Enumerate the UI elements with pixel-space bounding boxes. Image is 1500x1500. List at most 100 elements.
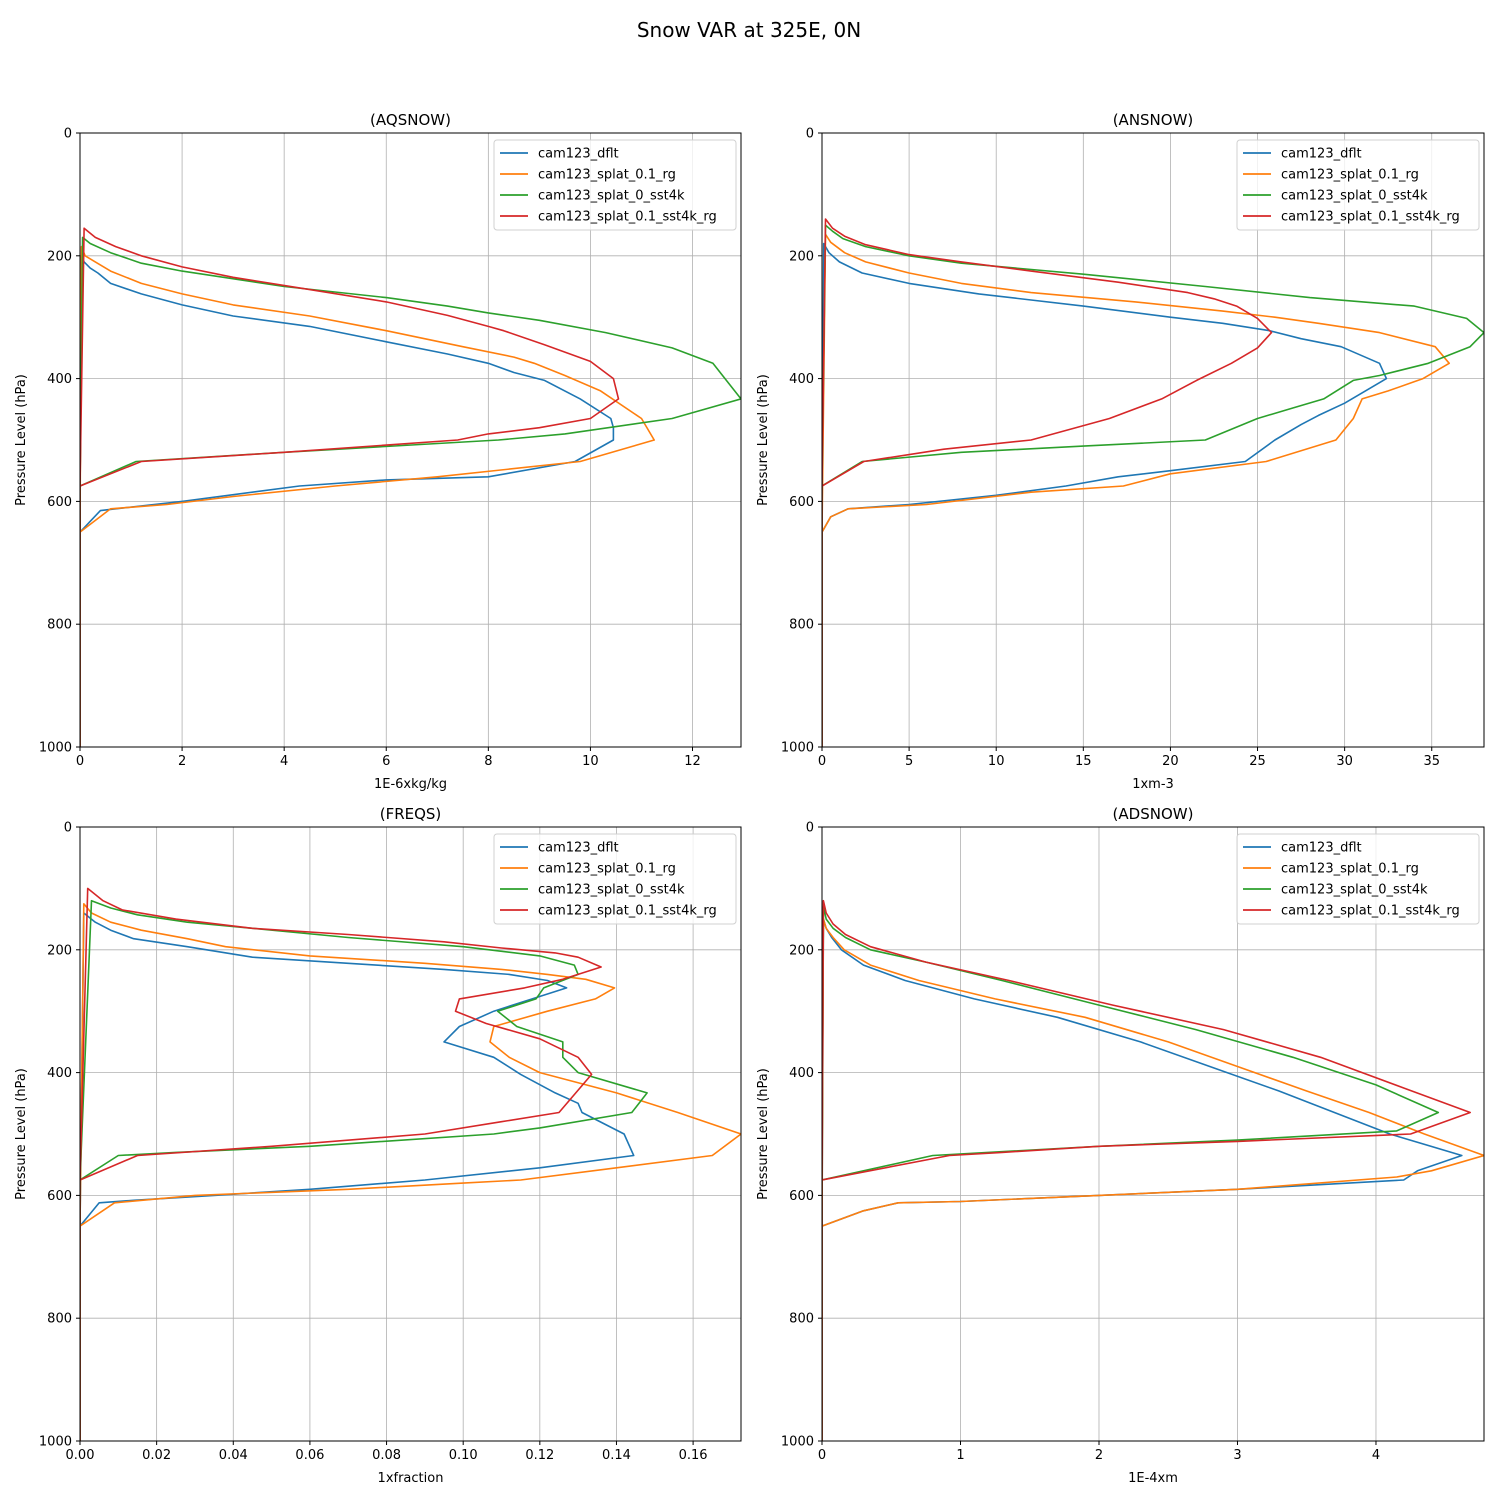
y-tick-label: 800 (47, 618, 72, 633)
x-tick-label: 0.08 (372, 1448, 401, 1463)
x-tick-label: 20 (1162, 754, 1179, 769)
y-tick-label: 800 (47, 1312, 72, 1327)
x-tick-label: 2 (178, 754, 186, 769)
x-tick-label: 30 (1336, 754, 1353, 769)
panel-2: 0.00 0.02 0.04 0.06 0.08 0.10 0.12 0.14 0.16 0 200… (14, 805, 742, 1486)
x-tick-label: 0.06 (295, 1448, 324, 1463)
y-tick-label: 600 (789, 495, 814, 510)
panel-1: 0 5 10 15 20 25 30 35 0 200 400 600 800 1000 (ANSNOW) 1… (756, 111, 1485, 792)
y-tick-label: 400 (47, 1066, 72, 1081)
legend-entry: cam123_dflt (538, 841, 619, 856)
series-line-cam123_splat_0_sst4k (80, 236, 741, 747)
x-tick-label: 3 (1233, 1448, 1241, 1463)
x-tick-label: 15 (1075, 754, 1092, 769)
legend: cam123_dflt cam123_splat_0.1_rg cam123_spl… (1236, 833, 1480, 925)
legend-box (1236, 833, 1480, 925)
y-axis-label: Pressure Level (hPa) (756, 374, 771, 506)
x-tick-label: 0.02 (142, 1448, 171, 1463)
legend-entry: cam123_splat_0.1_sst4k_rg (538, 210, 717, 225)
y-tick-label: 0 (64, 821, 72, 836)
x-tick-label: 4 (1372, 1448, 1380, 1463)
legend-entry: cam123_splat_0.1_sst4k_rg (538, 904, 717, 919)
y-tick-label: 800 (789, 618, 814, 633)
x-tick-label: 0.00 (66, 1448, 95, 1463)
x-tick-label: 1 (956, 1448, 964, 1463)
y-tick-label: 800 (789, 1312, 814, 1327)
x-axis-label: 1E-4xm (1128, 1471, 1178, 1486)
legend-box (493, 139, 737, 231)
series-line-cam123_dflt (822, 242, 1388, 747)
panel-3: 0 1 2 3 4 0 200 400 600 800 1000 (ADSNOW) 1E-4xm Pres… (756, 805, 1485, 1486)
panels: 0 2 4 6 8 10 1202004006008001000(AQSNOW)1E-6xk… (14, 111, 1485, 1486)
legend-entry: cam123_splat_0_sst4k (1281, 189, 1428, 204)
y-tick-label: 1000 (39, 1435, 72, 1450)
x-tick-label: 25 (1249, 754, 1266, 769)
legend-box (1236, 139, 1480, 231)
legend-entry: cam123_splat_0_sst4k (538, 883, 685, 898)
series-group (822, 899, 1484, 1441)
y-axis-label: Pressure Level (hPa) (14, 1068, 29, 1200)
x-axis-label: 1xm-3 (1132, 777, 1174, 792)
series-line-cam123_splat_0.1_rg (822, 233, 1450, 747)
x-tick-label: 35 (1423, 754, 1440, 769)
legend: cam123_dflt cam123_splat_0.1_rg cam123_spl… (493, 833, 737, 925)
panel-title: (AQSNOW) (370, 111, 451, 129)
y-tick-label: 200 (789, 249, 814, 264)
series-line-cam123_dflt (80, 255, 615, 747)
figure-title: Snow VAR at 325E, 0N (637, 18, 861, 42)
y-tick-label: 0 (806, 821, 814, 836)
x-tick-label: 2 (1095, 1448, 1103, 1463)
legend-entry: cam123_dflt (1281, 841, 1362, 856)
series-line-cam123_splat_0.1_sst4k_rg (80, 227, 620, 747)
y-axis-label: Pressure Level (hPa) (14, 374, 29, 506)
x-tick-label: 12 (684, 754, 701, 769)
series-line-cam123_splat_0.1_sst4k_rg (822, 218, 1273, 747)
legend: cam123_dflt cam123_splat_0.1_rg cam123_spl… (493, 139, 737, 231)
x-tick-label: 10 (582, 754, 599, 769)
series-line-cam123_splat_0_sst4k (80, 899, 648, 1441)
axes-frame (79, 132, 742, 748)
panel-0: 0 2 4 6 8 10 12 0 200 400 600 800 1000 (AQSNOW) 1E-6xk… (14, 111, 742, 792)
legend-entry: cam123_splat_0.1_rg (1281, 168, 1419, 183)
legend-entry: cam123_dflt (1281, 147, 1362, 162)
legend-entry: cam123_splat_0_sst4k (1281, 883, 1428, 898)
y-tick-label: 400 (789, 1066, 814, 1081)
legend-entry: cam123_splat_0.1_rg (538, 862, 676, 877)
x-tick-label: 0 (818, 1448, 826, 1463)
y-tick-label: 600 (789, 1189, 814, 1204)
series-group (80, 887, 741, 1441)
legend-entry: cam123_splat_0.1_sst4k_rg (1281, 904, 1460, 919)
series-line-cam123_splat_0.1_rg (80, 245, 656, 747)
legend-box (493, 833, 737, 925)
series-line-cam123_splat_0.1_sst4k_rg (80, 887, 602, 1441)
y-tick-label: 1000 (781, 741, 814, 756)
x-tick-label: 0.14 (602, 1448, 631, 1463)
y-tick-label: 200 (789, 943, 814, 958)
axes-frame (79, 826, 742, 1442)
legend-entry: cam123_splat_0.1_rg (538, 168, 676, 183)
x-tick-label: 0.16 (679, 1448, 708, 1463)
x-tick-label: 0.12 (525, 1448, 554, 1463)
series-line-cam123_splat_0_sst4k (822, 224, 1484, 747)
y-tick-label: 200 (47, 249, 72, 264)
x-tick-label: 4 (280, 754, 288, 769)
y-tick-label: 400 (789, 372, 814, 387)
x-axis-label: 1E-6xkg/kg (374, 777, 447, 792)
x-axis-label: 1xfraction (378, 1471, 444, 1486)
legend: cam123_dflt cam123_splat_0.1_rg cam123_spl… (1236, 139, 1480, 231)
y-tick-label: 0 (64, 127, 72, 142)
legend-entry: cam123_dflt (538, 147, 619, 162)
x-tick-label: 6 (382, 754, 390, 769)
x-tick-label: 5 (905, 754, 913, 769)
y-tick-label: 0 (806, 127, 814, 142)
x-tick-label: 0.10 (449, 1448, 478, 1463)
y-tick-label: 400 (47, 372, 72, 387)
y-axis-label: Pressure Level (hPa) (756, 1068, 771, 1200)
series-line-cam123_splat_0.1_rg (80, 902, 741, 1441)
y-tick-label: 1000 (781, 1435, 814, 1450)
axes-frame (821, 826, 1485, 1442)
y-tick-label: 1000 (39, 741, 72, 756)
y-tick-label: 200 (47, 943, 72, 958)
